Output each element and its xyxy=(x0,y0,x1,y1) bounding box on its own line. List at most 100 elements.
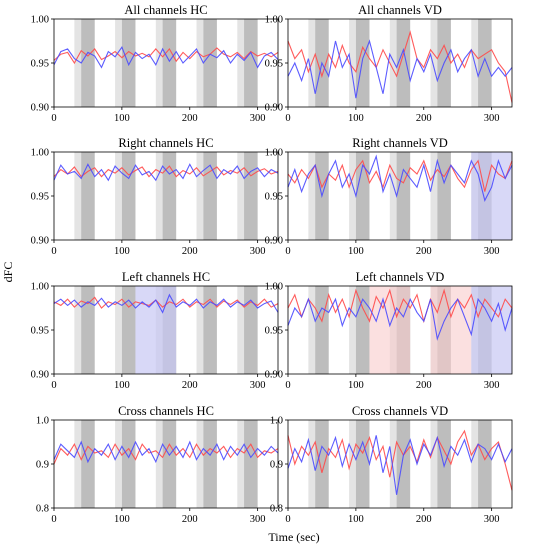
x-tick-label: 300 xyxy=(250,246,266,257)
y-tick-label: 0.95 xyxy=(265,59,283,70)
x-tick-label: 200 xyxy=(416,380,432,391)
condition-band-dark xyxy=(315,286,329,374)
y-tick-label: 1.00 xyxy=(31,282,49,293)
x-tick-label: 0 xyxy=(285,246,290,257)
y-tick-label: 0.90 xyxy=(265,370,283,381)
panel-title: All channels HC xyxy=(124,3,207,17)
condition-band-light xyxy=(196,19,204,107)
x-tick-label: 100 xyxy=(114,514,130,525)
condition-band-dark xyxy=(396,152,411,240)
condition-band-light xyxy=(349,420,356,508)
y-tick-label: 0.95 xyxy=(31,192,49,203)
x-tick-label: 0 xyxy=(51,380,56,391)
condition-band-dark xyxy=(81,19,95,107)
x-tick-label: 300 xyxy=(484,380,500,391)
y-tick-label: 0.90 xyxy=(31,370,49,381)
series-line-1 xyxy=(53,443,279,465)
x-tick-label: 0 xyxy=(285,113,290,124)
condition-band-light xyxy=(308,286,316,374)
y-tick-label: 0.90 xyxy=(31,103,49,114)
y-tick-label: 1.00 xyxy=(265,282,283,293)
condition-band-light xyxy=(237,152,245,240)
condition-band-light xyxy=(237,420,245,508)
y-tick-label: 0.9 xyxy=(36,460,49,471)
condition-band-light xyxy=(389,152,397,240)
x-tick-label: 300 xyxy=(484,514,500,525)
y-tick-label: 0.95 xyxy=(265,192,283,203)
condition-band-light xyxy=(155,152,163,240)
condition-band-dark xyxy=(244,19,258,107)
condition-band-dark xyxy=(437,152,451,240)
y-tick-label: 0.95 xyxy=(265,326,283,337)
condition-band-dark xyxy=(121,19,136,107)
x-tick-label: 200 xyxy=(416,514,432,525)
condition-band-light xyxy=(237,19,245,107)
x-tick-label: 100 xyxy=(348,380,364,391)
condition-band-dark xyxy=(121,420,136,508)
x-tick-label: 0 xyxy=(285,514,290,525)
panel-7: Cross channels HC 0 100 200 300 0.8 0.9 1.0 xyxy=(36,404,279,525)
condition-band-light xyxy=(155,19,163,107)
condition-band-dark xyxy=(396,420,411,508)
condition-band-light xyxy=(349,19,356,107)
x-tick-label: 200 xyxy=(182,246,198,257)
condition-band-dark xyxy=(244,420,258,508)
series-line-2 xyxy=(287,154,513,202)
x-tick-label: 200 xyxy=(182,113,198,124)
x-tick-label: 300 xyxy=(250,113,266,124)
x-tick-label: 0 xyxy=(51,246,56,257)
condition-band-light xyxy=(389,420,397,508)
y-tick-label: 0.90 xyxy=(265,236,283,247)
condition-band-light xyxy=(74,286,82,374)
x-tick-label: 0 xyxy=(285,380,290,391)
condition-band-dark xyxy=(355,420,370,508)
x-tick-label: 100 xyxy=(114,380,130,391)
x-tick-label: 300 xyxy=(250,514,266,525)
x-tick-label: 300 xyxy=(250,380,266,391)
condition-band-light xyxy=(115,19,122,107)
condition-band-light xyxy=(115,286,122,374)
x-tick-label: 100 xyxy=(348,113,364,124)
condition-band-light xyxy=(430,19,438,107)
condition-band-light xyxy=(430,152,438,240)
x-tick-label: 0 xyxy=(51,113,56,124)
x-tick-label: 200 xyxy=(416,113,432,124)
condition-band-dark xyxy=(81,286,95,374)
condition-band-light xyxy=(74,420,82,508)
series-line-1 xyxy=(287,429,513,491)
condition-band-light xyxy=(308,420,316,508)
condition-band-dark xyxy=(121,286,136,374)
condition-band-dark xyxy=(244,152,258,240)
x-tick-label: 100 xyxy=(348,514,364,525)
condition-band-light xyxy=(196,286,204,374)
series-line-2 xyxy=(53,440,279,464)
series-line-2 xyxy=(287,297,513,341)
condition-band-dark xyxy=(396,19,411,107)
condition-band-light xyxy=(237,286,245,374)
x-tick-label: 200 xyxy=(182,380,198,391)
panel-title: Left channels HC xyxy=(122,270,210,284)
y-tick-label: 0.9 xyxy=(270,460,283,471)
condition-band-dark xyxy=(478,19,492,107)
x-tick-label: 200 xyxy=(182,514,198,525)
condition-band-light xyxy=(155,420,163,508)
x-tick-label: 300 xyxy=(484,246,500,257)
panel-2: All channels VD 0 100 200 300 0.90 0.95 1.00 xyxy=(265,3,513,124)
x-tick-label: 100 xyxy=(114,113,130,124)
panel-title: Right channels VD xyxy=(352,136,448,150)
condition-band-dark xyxy=(355,19,370,107)
condition-band-dark xyxy=(315,420,329,508)
y-tick-label: 0.95 xyxy=(31,326,49,337)
condition-band-dark xyxy=(478,420,492,508)
panels-group: All channels HC0 100 200 3000.900.951.00All… xyxy=(31,3,513,525)
panel-title: Right channels HC xyxy=(118,136,213,150)
panel-5: Left channels HC 0 100 200 300 0.90 0.95 1.00 xyxy=(31,270,279,391)
condition-band-light xyxy=(196,420,204,508)
y-tick-label: 0.90 xyxy=(265,103,283,114)
panel-6: Left channels VD 0 100 200 300 0.90 0.95 1.00 xyxy=(265,270,513,391)
figure-xlabel: Time (sec) xyxy=(268,530,319,544)
y-tick-label: 1.00 xyxy=(265,15,283,26)
x-tick-label: 200 xyxy=(416,246,432,257)
y-tick-label: 0.8 xyxy=(36,504,49,515)
